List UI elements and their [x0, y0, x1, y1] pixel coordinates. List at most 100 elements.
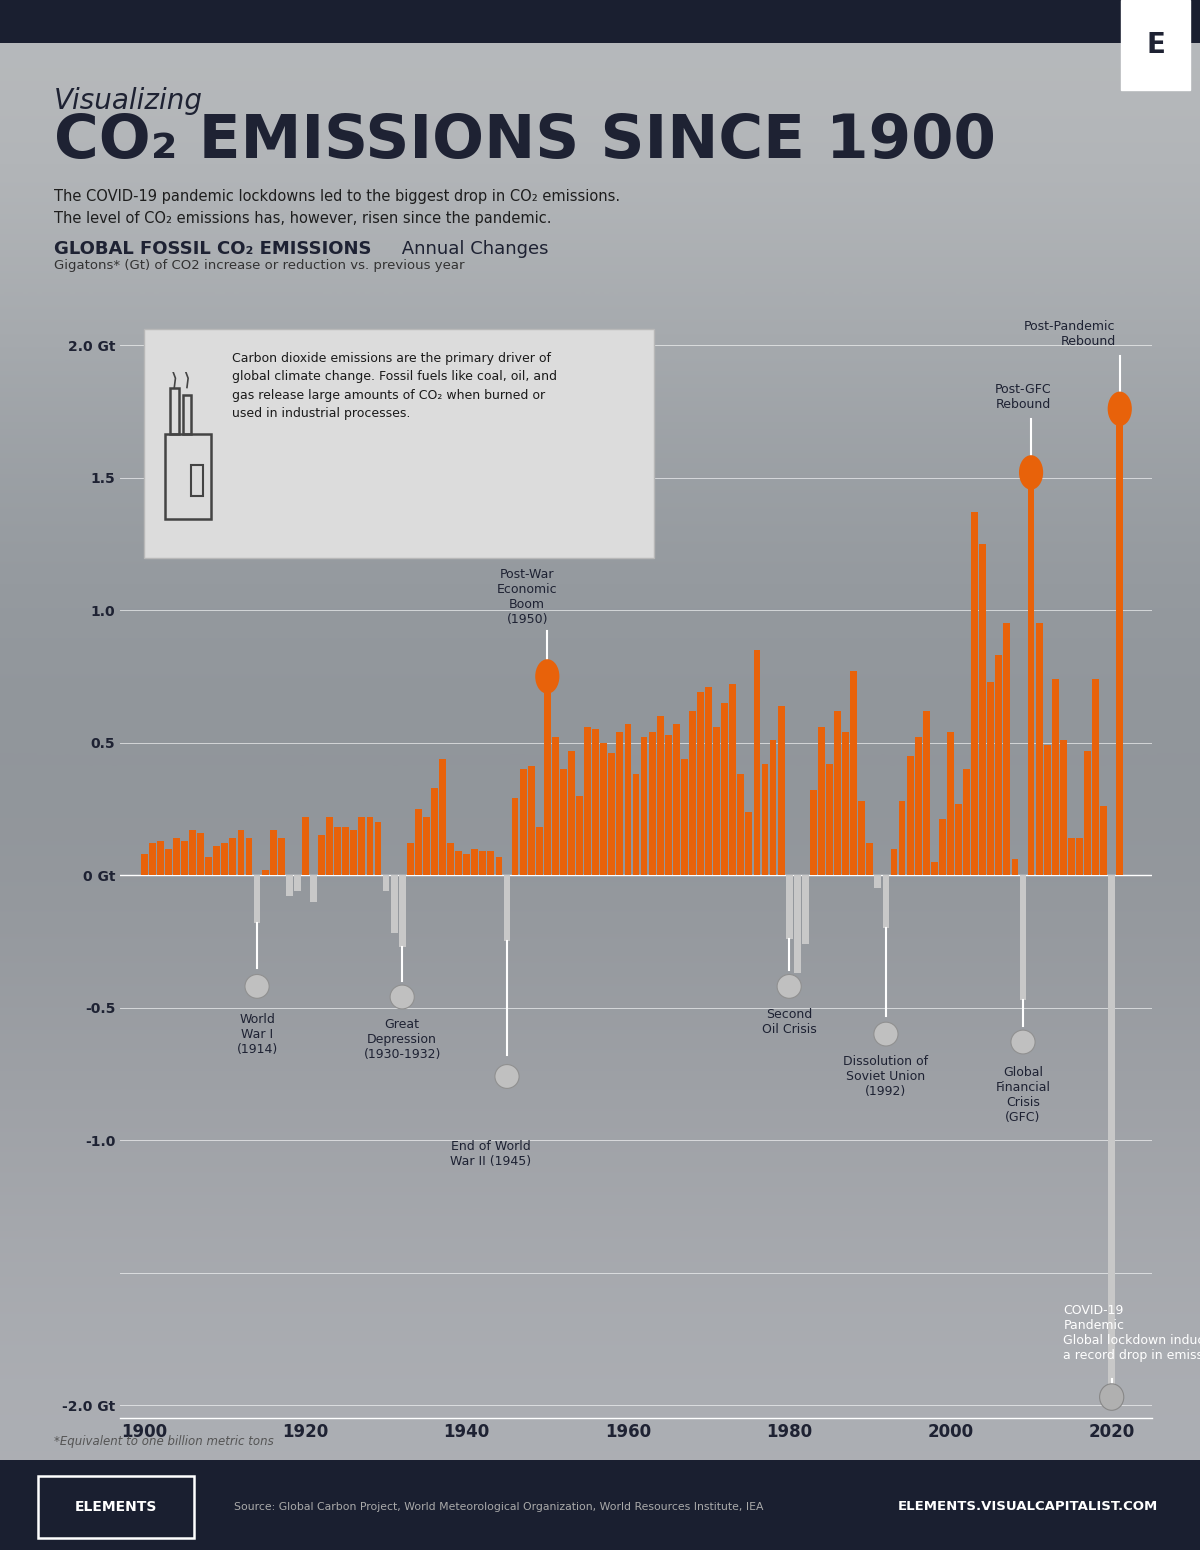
Bar — [1052, 679, 1058, 876]
Bar — [754, 649, 761, 876]
Bar — [173, 839, 180, 876]
Bar — [778, 705, 785, 876]
Bar — [680, 758, 688, 876]
Bar — [536, 828, 542, 876]
Bar — [649, 732, 655, 876]
Bar — [439, 758, 446, 876]
Bar — [504, 876, 510, 941]
Bar — [745, 812, 752, 876]
Bar — [890, 849, 898, 876]
Bar — [472, 849, 478, 876]
Text: CO₂ EMISSIONS SINCE 1900: CO₂ EMISSIONS SINCE 1900 — [54, 112, 996, 170]
Bar — [1020, 876, 1026, 1000]
Bar — [697, 693, 704, 876]
Bar — [826, 764, 833, 876]
Bar — [923, 711, 930, 876]
Bar — [318, 835, 325, 876]
Text: Great
Depression
(1930-1932): Great Depression (1930-1932) — [364, 1018, 440, 1062]
Ellipse shape — [494, 1065, 520, 1088]
Bar — [617, 732, 623, 876]
Bar — [802, 876, 809, 944]
Bar — [762, 764, 768, 876]
Text: Post-GFC
Rebound: Post-GFC Rebound — [995, 383, 1051, 411]
Bar — [786, 876, 793, 939]
Bar — [181, 840, 188, 876]
Text: End of World
War II (1945): End of World War II (1945) — [450, 1141, 532, 1169]
Bar — [979, 544, 986, 876]
Bar — [624, 724, 631, 876]
Bar — [246, 839, 252, 876]
Text: Visualizing: Visualizing — [54, 87, 203, 115]
Bar — [302, 817, 308, 876]
Text: ELEMENTS: ELEMENTS — [76, 1499, 157, 1514]
Bar — [552, 738, 559, 876]
Bar — [415, 809, 421, 876]
Bar — [278, 839, 284, 876]
Bar — [190, 831, 196, 876]
Bar — [1116, 409, 1123, 876]
Bar — [262, 870, 269, 876]
Bar — [1100, 806, 1108, 876]
Bar — [737, 775, 744, 876]
Bar — [988, 682, 994, 876]
Bar — [544, 676, 551, 876]
Bar — [286, 876, 293, 896]
Text: ELEMENTS.VISUALCAPITALIST.COM: ELEMENTS.VISUALCAPITALIST.COM — [898, 1500, 1158, 1513]
Bar — [947, 732, 954, 876]
Bar — [1068, 839, 1075, 876]
Bar — [576, 795, 583, 876]
Bar — [810, 790, 817, 876]
Bar — [1076, 839, 1082, 876]
Text: COVID-19
Pandemic
Global lockdown induced
a record drop in emissions.: COVID-19 Pandemic Global lockdown induce… — [1063, 1305, 1200, 1362]
Bar — [191, 465, 203, 496]
Bar — [560, 769, 566, 876]
Text: Annual Changes: Annual Changes — [396, 240, 548, 259]
Bar — [818, 727, 824, 876]
Bar — [914, 738, 922, 876]
Bar — [431, 787, 438, 876]
Bar — [342, 828, 349, 876]
Bar — [1044, 746, 1051, 876]
Bar — [310, 876, 317, 902]
Bar — [149, 843, 156, 876]
Bar — [834, 711, 841, 876]
Bar — [528, 767, 535, 876]
Bar — [842, 732, 850, 876]
Bar — [938, 820, 946, 876]
Text: Global
Financial
Crisis
(GFC): Global Financial Crisis (GFC) — [996, 1066, 1050, 1124]
Bar — [673, 724, 679, 876]
Bar — [170, 388, 179, 434]
Bar — [858, 801, 865, 876]
Bar — [1012, 859, 1019, 876]
Ellipse shape — [874, 1021, 898, 1046]
Text: World
War I
(1914): World War I (1914) — [236, 1012, 277, 1056]
Bar — [608, 753, 616, 876]
Bar — [391, 876, 397, 933]
Bar — [730, 685, 736, 876]
Bar — [971, 512, 978, 876]
Bar — [182, 395, 191, 434]
Bar — [253, 876, 260, 922]
Bar — [882, 876, 889, 928]
Bar — [229, 839, 236, 876]
Bar — [641, 738, 648, 876]
Bar — [496, 857, 503, 876]
Bar — [359, 817, 365, 876]
Bar — [584, 727, 592, 876]
Bar — [157, 840, 163, 876]
Bar — [511, 798, 518, 876]
Bar — [866, 843, 874, 876]
Bar — [383, 876, 390, 891]
Bar — [479, 851, 486, 876]
Bar — [955, 803, 962, 876]
Bar — [794, 876, 800, 973]
Bar — [1036, 623, 1043, 876]
Bar — [221, 843, 228, 876]
Bar — [455, 851, 462, 876]
Bar — [422, 817, 430, 876]
Bar — [721, 702, 728, 876]
Bar — [166, 434, 211, 519]
Bar — [706, 687, 712, 876]
Text: GLOBAL FOSSIL CO₂ EMISSIONS: GLOBAL FOSSIL CO₂ EMISSIONS — [54, 240, 372, 259]
Text: Dissolution of
Soviet Union
(1992): Dissolution of Soviet Union (1992) — [844, 1056, 929, 1099]
